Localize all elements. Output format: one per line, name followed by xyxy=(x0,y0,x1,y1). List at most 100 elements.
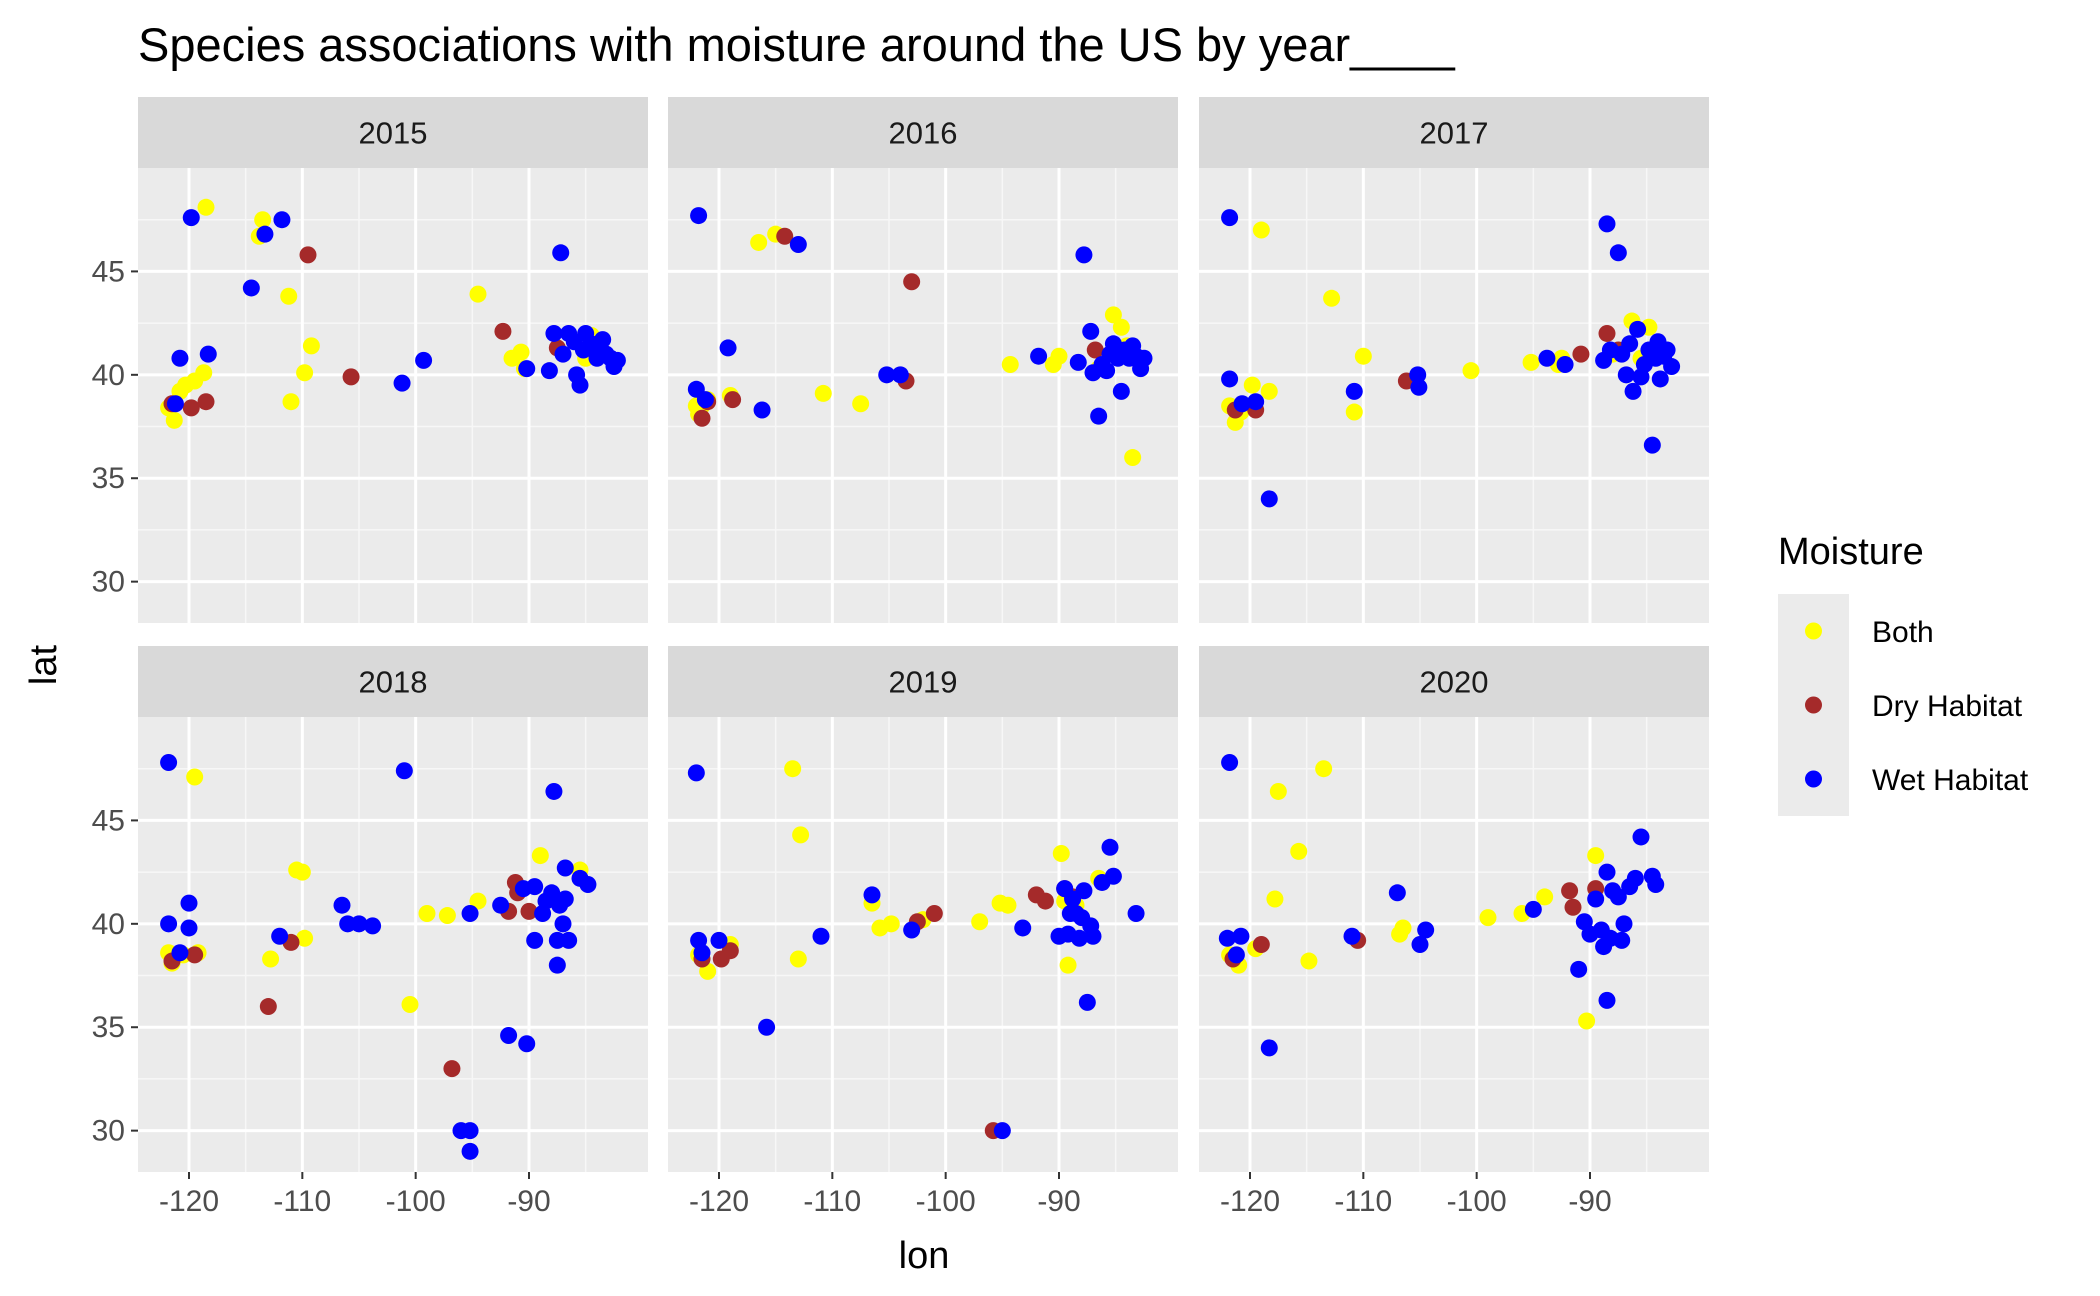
data-point-wet-habitat xyxy=(1621,335,1639,353)
data-point-wet-habitat xyxy=(552,244,570,262)
facet-panels: 2015 30 35 40 45 2016 2017 2018 30 35 40 45 -120 -110… xyxy=(92,97,1709,1218)
data-point-both xyxy=(1104,306,1122,324)
x-tick-label: -120 xyxy=(689,1185,749,1218)
data-point-wet-habitat xyxy=(687,764,705,782)
data-point-wet-habitat xyxy=(1587,890,1605,908)
data-point-wet-habitat xyxy=(753,401,771,419)
data-point-wet-habitat xyxy=(1609,244,1627,262)
data-point-both xyxy=(971,913,989,931)
y-tick-label: 45 xyxy=(92,255,125,288)
data-point-both xyxy=(469,285,487,303)
data-point-wet-habitat xyxy=(273,211,291,229)
data-point-both xyxy=(1354,347,1372,365)
data-point-wet-habitat xyxy=(1345,382,1363,400)
data-point-wet-habitat xyxy=(545,324,563,342)
data-point-dry-habitat xyxy=(693,409,711,427)
data-point-wet-habitat xyxy=(545,782,563,800)
data-point-wet-habitat xyxy=(1388,884,1406,902)
y-tick-label: 40 xyxy=(92,908,125,941)
facet-strip xyxy=(138,646,648,717)
y-tick-label: 35 xyxy=(92,1011,125,1044)
data-point-wet-habitat xyxy=(1609,888,1627,906)
data-point-both xyxy=(1001,355,1019,373)
data-point-wet-habitat xyxy=(1078,993,1096,1011)
data-point-wet-habitat xyxy=(1112,382,1130,400)
data-point-wet-habitat xyxy=(518,1035,536,1053)
data-point-both xyxy=(999,896,1017,914)
data-point-wet-habitat xyxy=(160,915,178,933)
data-point-wet-habitat xyxy=(500,1027,518,1044)
data-point-dry-habitat xyxy=(925,904,943,922)
data-point-wet-habitat xyxy=(171,349,189,367)
legend-label: Both xyxy=(1872,616,1934,649)
data-point-dry-habitat xyxy=(186,946,204,964)
facet-2018: 2018 30 35 40 45 -120 -110 -100 -90 xyxy=(92,646,648,1218)
data-point-wet-habitat xyxy=(1227,946,1245,964)
y-tick-label: 30 xyxy=(92,1115,125,1148)
data-point-both xyxy=(1315,760,1333,778)
legend-key-dot xyxy=(1805,696,1822,714)
data-point-wet-habitat xyxy=(1595,351,1613,369)
data-point-wet-habitat xyxy=(548,956,566,974)
facet-points xyxy=(160,754,597,1160)
facet-strip-label: 2016 xyxy=(889,116,958,151)
data-point-wet-habitat xyxy=(608,351,626,369)
x-tick-label: -110 xyxy=(803,1185,861,1218)
data-point-dry-habitat xyxy=(299,246,317,264)
data-point-wet-habitat xyxy=(1556,355,1574,373)
data-point-both xyxy=(262,950,280,968)
data-point-wet-habitat xyxy=(1082,322,1100,340)
data-point-wet-habitat xyxy=(543,884,561,902)
data-point-wet-habitat xyxy=(1570,960,1588,978)
data-point-wet-habitat xyxy=(878,366,896,384)
x-axis-title: lon xyxy=(899,1235,950,1277)
facet-strip xyxy=(1199,646,1709,717)
data-point-wet-habitat xyxy=(199,345,217,363)
facet-points xyxy=(1218,754,1665,1057)
data-point-wet-habitat xyxy=(242,279,260,297)
x-tick-label: -120 xyxy=(1220,1185,1280,1218)
data-point-wet-habitat xyxy=(1221,209,1239,227)
data-point-dry-habitat xyxy=(1036,892,1054,910)
chart-title: Species associations with moisture aroun… xyxy=(138,18,1456,71)
data-point-both xyxy=(1479,909,1497,927)
data-point-dry-habitat xyxy=(1086,341,1104,359)
data-point-wet-habitat xyxy=(1343,927,1361,945)
data-point-both xyxy=(1394,919,1412,937)
data-point-both xyxy=(814,384,832,402)
data-point-both xyxy=(512,343,530,361)
data-point-wet-habitat xyxy=(1070,929,1088,947)
legend-key-dot xyxy=(1805,770,1822,788)
facet-2015: 2015 30 35 40 45 xyxy=(92,97,648,623)
data-point-dry-habitat xyxy=(494,322,512,340)
data-point-wet-habitat xyxy=(863,886,881,904)
data-point-wet-habitat xyxy=(1624,382,1642,400)
facet-2020: 2020 -120 -110 -100 -90 xyxy=(1199,646,1709,1218)
data-point-both xyxy=(282,393,300,411)
data-point-wet-habitat xyxy=(182,209,200,227)
data-point-wet-habitat xyxy=(696,391,714,409)
data-point-wet-habitat xyxy=(1221,370,1239,388)
data-point-dry-habitat xyxy=(182,399,200,417)
y-tick-label: 40 xyxy=(92,359,125,392)
data-point-wet-habitat xyxy=(1647,876,1665,894)
data-point-both xyxy=(1050,347,1068,365)
legend: Moisture Both Dry Habitat Wet Habitat xyxy=(1778,531,2029,816)
data-point-both xyxy=(1290,842,1308,860)
data-point-wet-habitat xyxy=(1127,904,1145,922)
data-point-wet-habitat xyxy=(364,917,382,935)
data-point-wet-habitat xyxy=(690,207,708,225)
data-point-wet-habitat xyxy=(1629,320,1647,338)
data-point-wet-habitat xyxy=(1663,358,1681,376)
data-point-both xyxy=(296,929,314,947)
data-point-wet-habitat xyxy=(333,896,351,914)
facet-strip xyxy=(138,97,648,168)
facet-strip-label: 2017 xyxy=(1420,116,1489,151)
data-point-wet-habitat xyxy=(160,754,178,771)
data-point-wet-habitat xyxy=(1090,407,1108,425)
facet-strip-label: 2019 xyxy=(889,665,958,700)
data-point-both xyxy=(1300,952,1318,970)
data-point-wet-habitat xyxy=(1221,754,1239,771)
data-point-both xyxy=(1462,362,1480,380)
